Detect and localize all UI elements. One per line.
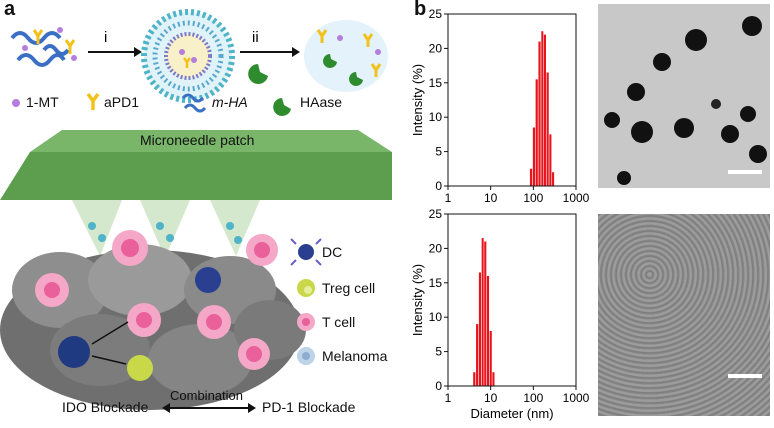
plot-frame — [447, 213, 577, 387]
step-ii-label: ii — [252, 29, 259, 46]
y-tick-label: 5 — [435, 145, 442, 159]
dc-icon — [290, 238, 322, 266]
y-axis-label: Intensity (%) — [410, 64, 425, 136]
x-tick-label: 10 — [484, 391, 498, 405]
histogram-bar — [478, 272, 482, 386]
x-tick-label: 1000 — [563, 191, 590, 202]
released-drug-illustration — [304, 20, 388, 92]
histogram-bar — [532, 127, 536, 186]
legend-dc-label: DC — [322, 244, 343, 260]
y-tick-label: 10 — [429, 310, 443, 324]
x-tick-label: 10 — [484, 191, 498, 202]
y-tick-label: 15 — [429, 276, 443, 290]
histogram-bar — [529, 168, 533, 186]
legend-haase-label: HAase — [300, 94, 343, 110]
legend-1mt-label: 1-MT — [26, 94, 59, 110]
x-tick-label: 100 — [523, 391, 543, 405]
legend-melanoma-label: Melanoma — [322, 348, 388, 364]
histogram-bar — [543, 34, 546, 186]
y-axis-label: Intensity (%) — [410, 264, 425, 336]
legend-apd1-label: aPD1 — [104, 94, 140, 110]
x-axis-label: Diameter (nm) — [470, 406, 553, 421]
y-tick-label: 5 — [435, 345, 442, 359]
histogram-bar — [492, 372, 495, 386]
y-tick-label: 20 — [429, 41, 443, 55]
t-cell-icon — [297, 313, 315, 331]
dls-chart-top: 0 5 10 15 20 25 1 10 100 1000 Intensity (%) — [410, 7, 590, 202]
y-tick-label: 20 — [429, 241, 443, 255]
histogram-bar — [538, 41, 541, 186]
sem-scale-bar — [728, 374, 762, 378]
histogram-bar — [552, 172, 555, 186]
pd1-blockade-label: PD-1 Blockade — [262, 399, 356, 415]
treg-cell-icon — [297, 279, 315, 297]
histogram-bar — [484, 241, 487, 386]
tem-particles — [604, 16, 767, 185]
step-i-label: i — [104, 29, 107, 46]
nanoparticle-illustration — [141, 9, 235, 103]
polymer-mixture-illustration — [10, 27, 77, 67]
dls-chart-bottom: 0 5 10 15 20 25 1 10 100 1000 Intensity (%) Diamete… — [410, 207, 590, 421]
histogram-bar — [489, 330, 492, 386]
histogram-bar — [535, 79, 538, 186]
y-tick-label: 15 — [429, 76, 443, 90]
ido-blockade-label: IDO Blockade — [62, 399, 149, 415]
y-tick-label: 25 — [429, 7, 443, 21]
y-tick-label: 25 — [429, 207, 443, 221]
x-tick-label: 1 — [445, 391, 452, 405]
legend-tcell-label: T cell — [322, 314, 356, 330]
melanoma-icon — [297, 347, 315, 365]
panel-a-letter: a — [4, 0, 16, 20]
legend-m-ha-label: m-HA — [212, 94, 248, 110]
y-tick-label: 0 — [435, 179, 442, 193]
haase-icon — [248, 64, 268, 84]
histogram-bar — [481, 238, 484, 386]
microneedle-patch — [30, 130, 392, 152]
histogram-bar — [473, 372, 476, 386]
microneedle-patch-label: Microneedle patch — [140, 132, 255, 148]
x-tick-label: 1000 — [563, 391, 590, 405]
panel-b-letter: b — [414, 0, 427, 20]
legend-treg-label: Treg cell — [322, 280, 376, 296]
haase-legend-icon — [273, 98, 291, 116]
y-tick-label: 10 — [429, 110, 443, 124]
tumor-tissue-illustration — [0, 230, 306, 410]
histogram-bar — [546, 72, 549, 186]
sem-micrograph — [598, 214, 770, 416]
panel-a-schematic: i ii — [0, 9, 392, 413]
x-tick-label: 100 — [523, 191, 543, 202]
x-tick-label: 1 — [445, 191, 452, 202]
apd1-icon — [86, 92, 100, 110]
y-tick-label: 0 — [435, 379, 442, 393]
tem-micrograph — [598, 4, 770, 188]
combination-label: Combination — [170, 388, 243, 403]
tem-scale-bar — [728, 170, 762, 174]
1mt-icon — [12, 99, 20, 107]
histogram-bar — [486, 275, 490, 386]
microneedles — [72, 200, 260, 258]
m-ha-icon — [181, 93, 207, 113]
histogram-bar — [476, 324, 479, 386]
histogram-bar — [549, 134, 552, 186]
plot-frame — [447, 13, 577, 187]
histogram-bar — [541, 31, 544, 187]
